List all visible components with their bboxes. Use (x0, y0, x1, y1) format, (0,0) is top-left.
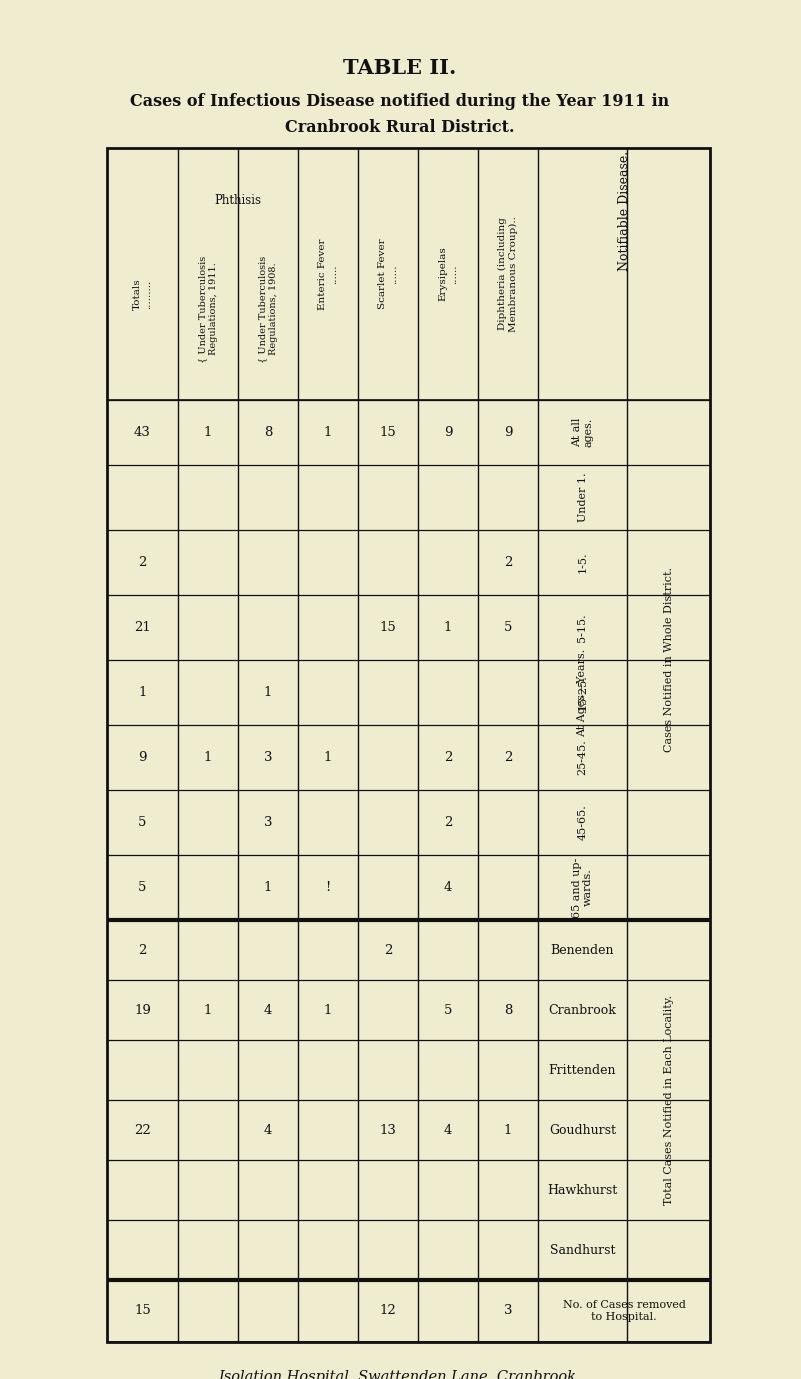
Text: Goudhurst: Goudhurst (549, 1124, 616, 1136)
Text: 15: 15 (380, 621, 396, 634)
Text: At all
ages.: At all ages. (572, 418, 594, 447)
Text: At Ages—Years.: At Ages—Years. (578, 648, 587, 736)
Text: No. of Cases removed
to Hospital.: No. of Cases removed to Hospital. (562, 1300, 686, 1322)
Text: Cases Notified in Whole District.: Cases Notified in Whole District. (663, 568, 674, 753)
Text: 21: 21 (134, 621, 151, 634)
Text: 15-25.: 15-25. (578, 674, 587, 710)
Text: 45-65.: 45-65. (578, 804, 587, 840)
Text: 2: 2 (139, 943, 147, 957)
Text: !: ! (325, 881, 331, 894)
Bar (107, 148, 710, 1342)
Text: Cases of Infectious Disease notified during the Year 1911 in: Cases of Infectious Disease notified dur… (131, 92, 670, 109)
Text: 2: 2 (444, 816, 453, 829)
Text: 1: 1 (324, 426, 332, 439)
Text: 19: 19 (134, 1004, 151, 1016)
Text: 4: 4 (264, 1124, 272, 1136)
Text: 25-45.: 25-45. (578, 739, 587, 775)
Text: 2: 2 (384, 943, 392, 957)
Text: 4: 4 (264, 1004, 272, 1016)
Text: Frittenden: Frittenden (549, 1063, 616, 1077)
Text: TABLE II.: TABLE II. (344, 58, 457, 79)
Text: 1: 1 (264, 881, 272, 894)
Text: 5: 5 (444, 1004, 453, 1016)
Text: 4: 4 (444, 1124, 453, 1136)
Text: 5-15.: 5-15. (578, 614, 587, 641)
Text: 9: 9 (444, 426, 453, 439)
Text: 1: 1 (264, 685, 272, 699)
Text: 12: 12 (380, 1305, 396, 1317)
Text: 2: 2 (139, 556, 147, 570)
Text: Cranbrook: Cranbrook (549, 1004, 617, 1016)
Text: Diphtheria (including
Membranous Croup)..: Diphtheria (including Membranous Croup).… (498, 217, 517, 332)
Text: Total Cases Notified in Each Locality.: Total Cases Notified in Each Locality. (663, 996, 674, 1205)
Text: 3: 3 (264, 752, 272, 764)
Text: 1: 1 (444, 621, 453, 634)
Text: 1: 1 (324, 752, 332, 764)
Text: 2: 2 (504, 556, 512, 570)
Text: Phthisis: Phthisis (215, 193, 261, 207)
Text: 22: 22 (134, 1124, 151, 1136)
Text: 1: 1 (324, 1004, 332, 1016)
Text: 1: 1 (203, 1004, 212, 1016)
Text: Under 1.: Under 1. (578, 473, 587, 523)
Text: 1: 1 (203, 426, 212, 439)
Text: { Under Tuberculosis
Regulations, 1908.: { Under Tuberculosis Regulations, 1908. (258, 255, 278, 363)
Text: 1: 1 (504, 1124, 512, 1136)
Text: Cranbrook Rural District.: Cranbrook Rural District. (285, 119, 515, 135)
Text: 8: 8 (504, 1004, 512, 1016)
Text: 2: 2 (504, 752, 512, 764)
Text: Totals
.........: Totals ......... (133, 279, 152, 310)
Text: 15: 15 (380, 426, 396, 439)
Text: 13: 13 (380, 1124, 396, 1136)
Text: 2: 2 (444, 752, 453, 764)
Text: 5: 5 (504, 621, 512, 634)
Text: Hawkhurst: Hawkhurst (547, 1183, 618, 1197)
Text: Sandhurst: Sandhurst (549, 1244, 615, 1256)
Text: 1: 1 (203, 752, 212, 764)
Text: 3: 3 (504, 1305, 513, 1317)
Text: Enteric Fever
......: Enteric Fever ...... (318, 239, 338, 310)
Text: 65 and up-
wards.: 65 and up- wards. (572, 858, 594, 917)
Text: Notifiable Disease.: Notifiable Disease. (618, 150, 630, 272)
Text: 9: 9 (139, 752, 147, 764)
Text: 1-5.: 1-5. (578, 552, 587, 574)
Text: 43: 43 (134, 426, 151, 439)
Text: 9: 9 (504, 426, 513, 439)
Text: { Under Tuberculosis
Regulations, 1911.: { Under Tuberculosis Regulations, 1911. (199, 255, 218, 363)
Text: 15: 15 (134, 1305, 151, 1317)
Text: 3: 3 (264, 816, 272, 829)
Text: Erysipelas
......: Erysipelas ...... (438, 247, 457, 302)
Text: 5: 5 (139, 881, 147, 894)
Text: 4: 4 (444, 881, 453, 894)
Text: 1: 1 (139, 685, 147, 699)
Text: 8: 8 (264, 426, 272, 439)
Text: Benenden: Benenden (551, 943, 614, 957)
Text: 5: 5 (139, 816, 147, 829)
Text: Scarlet Fever
......: Scarlet Fever ...... (378, 239, 398, 309)
Text: Isolation Hospital, Swattenden Lane, Cranbrook.: Isolation Hospital, Swattenden Lane, Cra… (219, 1369, 582, 1379)
